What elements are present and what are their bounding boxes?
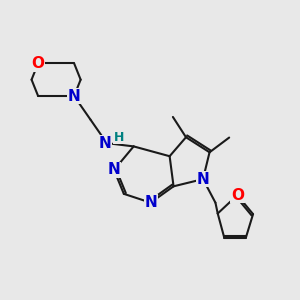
Text: N: N: [68, 88, 80, 104]
Text: H: H: [114, 131, 124, 144]
Text: N: N: [144, 195, 157, 210]
Text: O: O: [32, 56, 45, 71]
Text: N: N: [196, 172, 209, 187]
Text: N: N: [108, 163, 120, 178]
Text: N: N: [99, 136, 112, 151]
Text: O: O: [231, 188, 244, 202]
